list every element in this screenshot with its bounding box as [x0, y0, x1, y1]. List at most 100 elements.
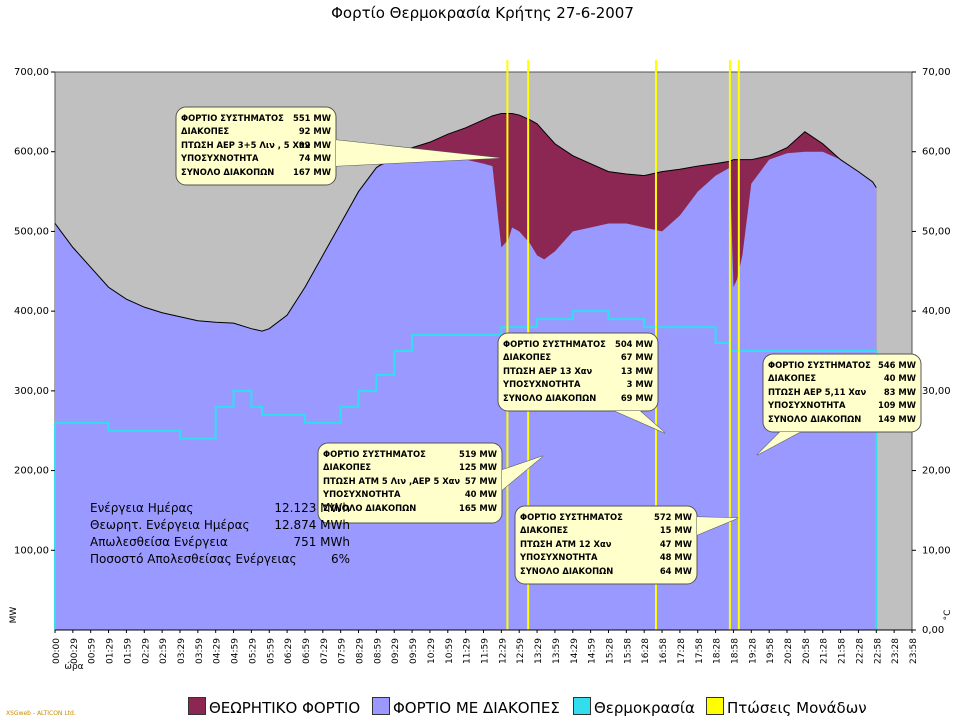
stat-value: 6% [330, 552, 350, 566]
legend-swatch [188, 697, 206, 715]
x-tick-label: 03:59 [195, 638, 205, 664]
legend-label: Πτώσεις Μονάδων [727, 699, 867, 717]
x-tick-label: 05:59 [266, 638, 276, 664]
y-tick-label: 700,00 [14, 67, 49, 78]
x-tick-label: 04:59 [231, 638, 241, 664]
x-tick-label: 16:58 [659, 638, 669, 664]
callout-label: ΣΥΝΟΛΟ ΔΙΑΚΟΠΩΝ [520, 565, 614, 576]
callout-label: ΔΙΑΚΟΠΕΣ [768, 373, 817, 384]
callout-label: ΥΠΟΣΥΧΝΟΤΗΤΑ [768, 400, 846, 411]
x-tick-label: 08:29 [356, 638, 366, 664]
x-axis-label: ώρα [64, 661, 83, 672]
callout-pointer-fill [615, 411, 665, 433]
x-tick-label: 23:28 [891, 638, 901, 664]
stat-row: Θεωρητ. Ενέργεια Ημέρας 12.874 MWh [90, 517, 350, 534]
legend-item-load: ΦΟΡΤΙΟ ΜΕ ΔΙΑΚΟΠΕΣ [372, 697, 560, 717]
callout-value: 83 MW [883, 386, 916, 397]
callout-value: 57 MW [464, 475, 497, 486]
x-tick-label: 15:28 [605, 638, 615, 664]
callout-row: ΣΥΝΟΛΟ ΔΙΑΚΟΠΩΝ 165 MW [323, 502, 497, 515]
y-tick-label: 100,00 [14, 545, 49, 556]
legend-swatch [706, 697, 724, 715]
callout-value: 40 MW [883, 373, 916, 384]
callout-row: ΦΟΡΤΙΟ ΣΥΣΤΗΜΑΤΟΣ 519 MW [323, 448, 497, 461]
x-tick-label: 17:28 [677, 638, 687, 664]
callout-row: ΠΤΩΣΗ ΑΕΡ 5,11 Χαν 83 MW [768, 386, 916, 399]
callout-label: ΠΤΩΣΗ ΑΕΡ 3+5 Λιν , 5 Χαν [181, 139, 311, 150]
x-tick-label: 10:29 [427, 638, 437, 664]
callout-row: ΣΥΝΟΛΟ ΔΙΑΚΟΠΩΝ 69 MW [503, 392, 653, 405]
x-tick-label: 21:28 [820, 638, 830, 664]
callout-pointer-fill [757, 432, 800, 455]
callout-text: ΦΟΡΤΙΟ ΣΥΣΤΗΜΑΤΟΣ 551 MW ΔΙΑΚΟΠΕΣ 92 MW ΠΤΩΣ… [181, 112, 331, 179]
callout-value: 64 MW [659, 565, 692, 576]
callout-label: ΣΥΝΟΛΟ ΔΙΑΚΟΠΩΝ [323, 502, 417, 513]
x-tick-label: 05:29 [248, 638, 258, 664]
stat-row: Ενέργεια Ημέρας 12.123 MWh [90, 500, 350, 517]
callout-label: ΦΟΡΤΙΟ ΣΥΣΤΗΜΑΤΟΣ [503, 339, 606, 349]
callout-value: 48 MW [659, 552, 692, 563]
callout-row: ΦΟΡΤΙΟ ΣΥΣΤΗΜΑΤΟΣ 572 MW [520, 511, 692, 524]
x-tick-label: 22:58 [873, 638, 883, 664]
callout-row: ΣΥΝΟΛΟ ΔΙΑΚΟΠΩΝ 149 MW [768, 413, 916, 426]
callout-label: ΣΥΝΟΛΟ ΔΙΑΚΟΠΩΝ [503, 392, 597, 403]
x-tick-label: 19:58 [766, 638, 776, 664]
y2-tick-label: 10,00 [922, 545, 951, 556]
callout-value: 109 MW [878, 400, 916, 411]
x-tick-label: 13:59 [552, 638, 562, 664]
x-tick-label: 00:59 [88, 638, 98, 664]
stat-label: Ποσοστό Απολεσθείσας Ενέργειας [90, 552, 297, 566]
callout-value: 92 MW [298, 139, 331, 150]
callout-text: ΦΟΡΤΙΟ ΣΥΣΤΗΜΑΤΟΣ 546 MW ΔΙΑΚΟΠΕΣ 40 MW ΠΤΩΣ… [768, 359, 916, 426]
y2-tick-label: 60,00 [922, 147, 951, 158]
callout-row: ΠΤΩΣΗ ΑΕΡ 13 Χαν 13 MW [503, 365, 653, 378]
callout-value: 519 MW [459, 449, 497, 459]
x-tick-label: 02:29 [141, 638, 151, 664]
x-tick-label: 09:59 [409, 638, 419, 664]
x-tick-label: 15:58 [623, 638, 633, 664]
callout-row: ΔΙΑΚΟΠΕΣ 125 MW [323, 461, 497, 474]
callout-row: ΔΙΑΚΟΠΕΣ 67 MW [503, 351, 653, 364]
x-tick-label: 14:29 [570, 638, 580, 664]
series-line-theoretical [54, 112, 877, 332]
x-tick-label: 16:28 [641, 638, 651, 664]
stat-value: 12.874 MWh [274, 518, 350, 532]
x-tick-label: 22:28 [855, 638, 865, 664]
callout-box [762, 353, 922, 433]
callout-value: 69 MW [620, 392, 653, 403]
callout-row: ΔΙΑΚΟΠΕΣ 40 MW [768, 372, 916, 385]
y2-tick-label: 70,00 [922, 67, 951, 78]
x-tick-label: 10:59 [445, 638, 455, 664]
callout-label: ΦΟΡΤΙΟ ΣΥΣΤΗΜΑΤΟΣ [323, 449, 426, 459]
callout-label: ΔΙΑΚΟΠΕΣ [520, 525, 569, 536]
x-tick-label: 06:59 [302, 638, 312, 664]
stat-value: 751 MWh [293, 535, 350, 549]
stat-row: Απωλεσθείσα Ενέργεια 751 MWh [90, 534, 350, 551]
x-tick-label: 19:28 [748, 638, 758, 664]
callout-label: ΥΠΟΣΥΧΝΟΤΗΤΑ [503, 379, 581, 390]
x-tick-label: 14:59 [588, 638, 598, 664]
y-axis-label: MW [9, 607, 19, 624]
y2-axis-label: °C [943, 610, 953, 621]
callout-label: ΣΥΝΟΛΟ ΔΙΑΚΟΠΩΝ [181, 166, 275, 177]
callout-pointer-fill [697, 517, 738, 535]
callout-row: ΔΙΑΚΟΠΕΣ 92 MW [181, 125, 331, 138]
callout-label: ΠΤΩΣΗ ΑΤΜ 5 Λιν ,ΑΕΡ 5 Χαν [323, 475, 461, 486]
legend-swatch [372, 697, 390, 715]
x-tick-label: 01:59 [123, 638, 133, 664]
x-tick-label: 00:29 [70, 638, 80, 664]
x-tick-label: 11:29 [463, 638, 473, 664]
legend-item-theoretical: ΘΕΩΡΗΤΙΚΟ ΦΟΡΤΙΟ [188, 697, 360, 717]
callout-value: 47 MW [659, 538, 692, 549]
series-line-temperature [55, 310, 878, 630]
legend-label: ΘΕΩΡΗΤΙΚΟ ΦΟΡΤΙΟ [209, 699, 361, 717]
callout-row: ΥΠΟΣΥΧΝΟΤΗΤΑ 40 MW [323, 488, 497, 501]
callout-label: ΔΙΑΚΟΠΕΣ [181, 126, 230, 137]
callout-label: ΥΠΟΣΥΧΝΟΤΗΤΑ [181, 153, 259, 164]
callout-label: ΥΠΟΣΥΧΝΟΤΗΤΑ [323, 489, 401, 500]
callout-label: ΣΥΝΟΛΟ ΔΙΑΚΟΠΩΝ [768, 413, 862, 424]
x-tick-label: 17:58 [695, 638, 705, 664]
y2-tick-label: 30,00 [922, 386, 951, 397]
callout-value: 167 MW [293, 166, 331, 177]
callout-row: ΦΟΡΤΙΟ ΣΥΣΤΗΜΑΤΟΣ 504 MW [503, 338, 653, 351]
